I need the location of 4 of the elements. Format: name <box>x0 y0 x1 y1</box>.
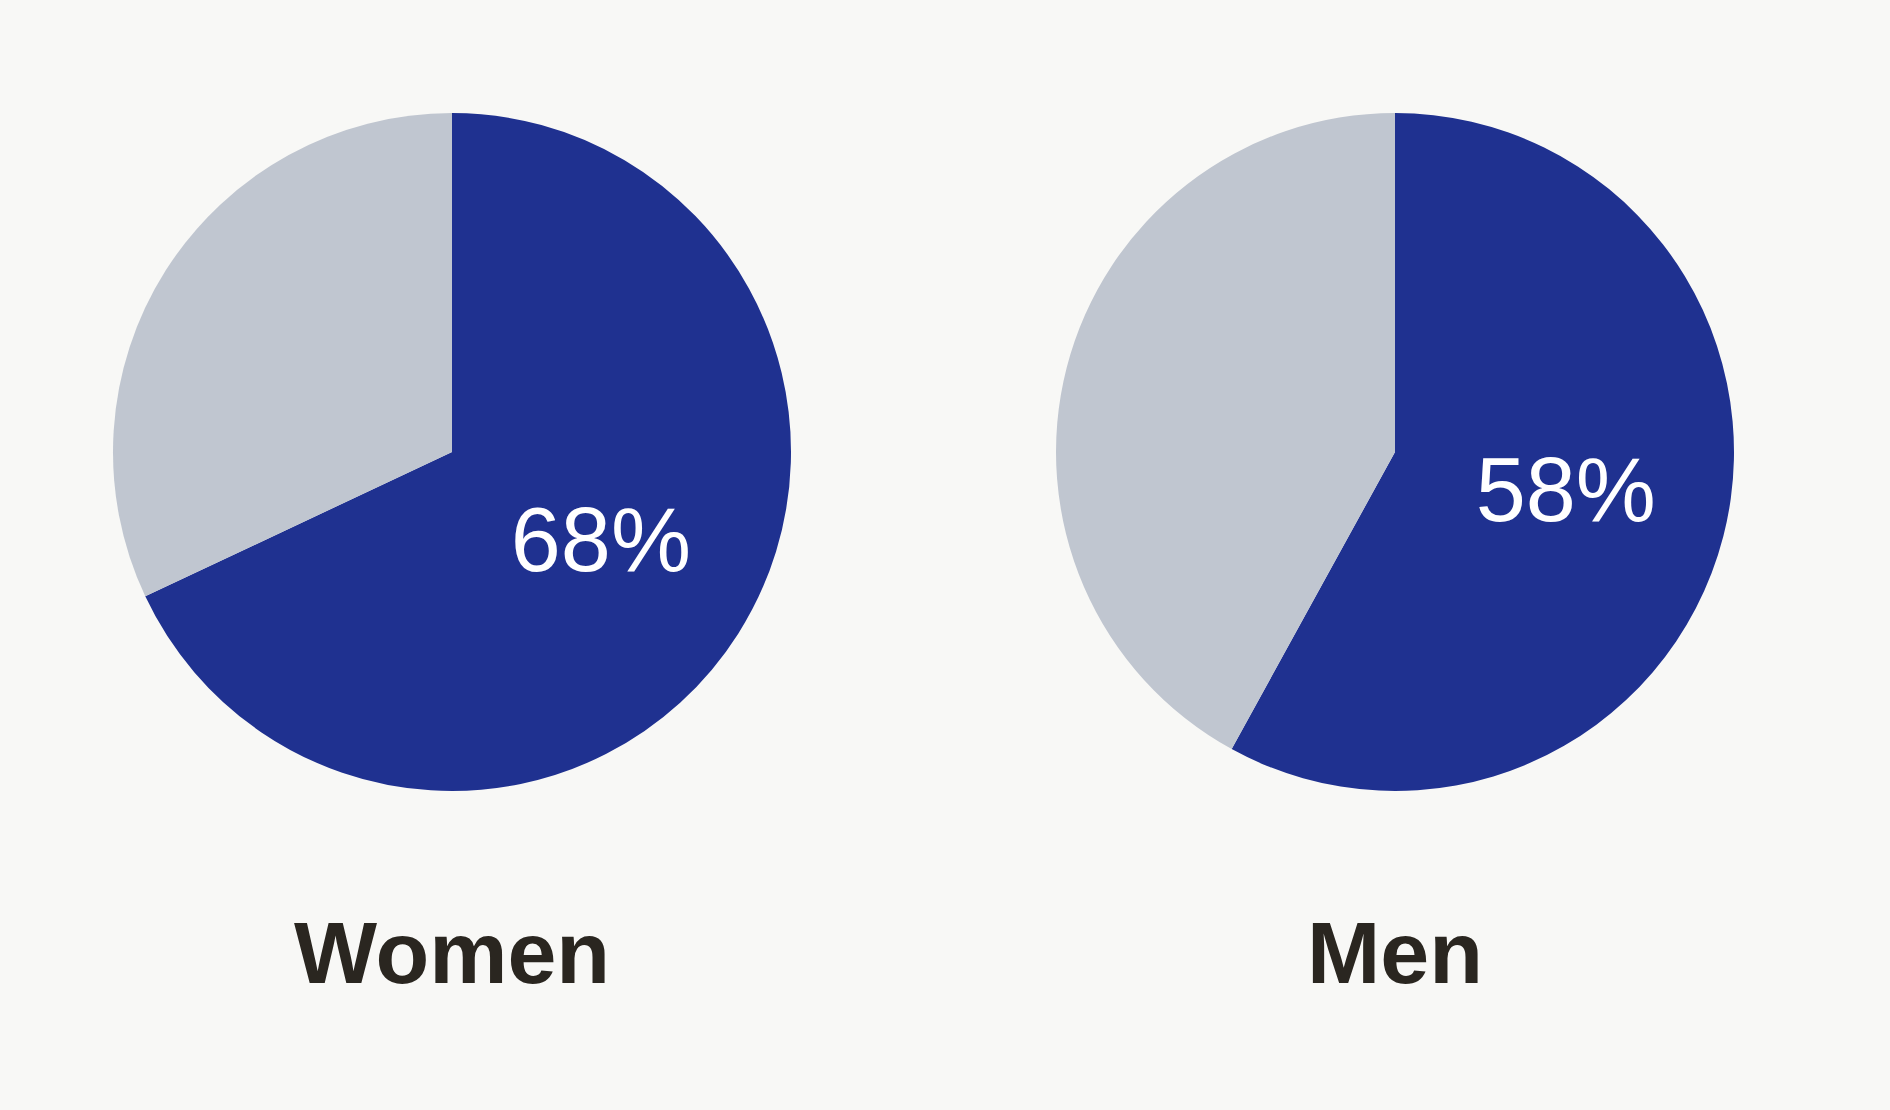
data-label: 58% <box>1475 439 1656 540</box>
text: Women <box>292 902 612 1004</box>
data-label: 68% <box>510 490 691 591</box>
text: Men <box>1306 902 1484 1004</box>
